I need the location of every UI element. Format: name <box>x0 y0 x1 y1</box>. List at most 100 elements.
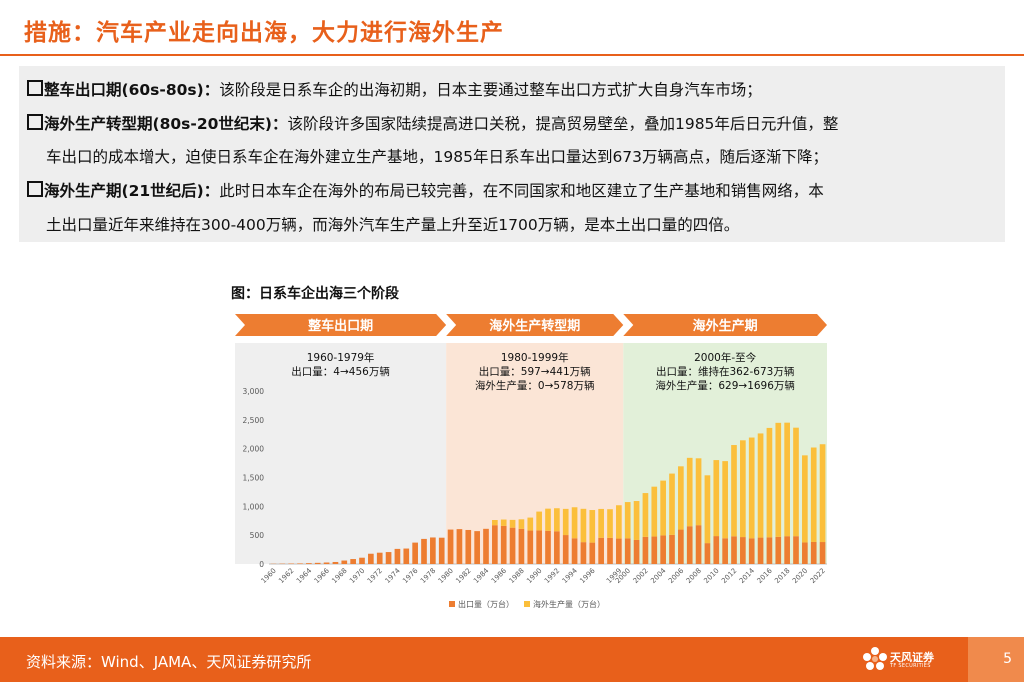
bar-export-2012 <box>731 536 737 564</box>
page-number: 5 <box>1003 651 1012 667</box>
bar-overseas-2007 <box>686 457 693 527</box>
figure-title: 图：日系车企出海三个阶段 <box>231 286 399 302</box>
legend-swatch-export <box>449 601 455 607</box>
checkbox-icon <box>27 80 43 96</box>
bar-export-2000 <box>624 538 631 564</box>
bar-export-1972 <box>376 552 383 564</box>
x-tick-label: 1994 <box>561 566 580 585</box>
bar-export-1980 <box>447 529 454 564</box>
bar-overseas-2017 <box>775 422 782 537</box>
bar-export-2019 <box>793 536 799 564</box>
bar-export-1970 <box>359 557 365 564</box>
bar-export-1996 <box>589 542 596 564</box>
bar-overseas-1985 <box>492 520 498 526</box>
bar-overseas-2020 <box>802 455 808 543</box>
y-tick-label: 500 <box>250 531 265 540</box>
company-logo: 天风证券 TF SECURITIES <box>862 646 962 676</box>
x-tick-label: 2012 <box>720 567 738 585</box>
bar-export-2015 <box>757 537 764 564</box>
bar-overseas-2011 <box>722 461 728 539</box>
phase-years: 1980-1999年 <box>501 351 569 364</box>
bar-export-1988 <box>518 528 525 564</box>
bar-export-2017 <box>775 536 782 564</box>
x-tick-label: 1968 <box>330 567 348 585</box>
x-tick-label: 1966 <box>313 566 332 585</box>
logo-name: 天风证券 <box>890 651 934 664</box>
bar-overseas-2013 <box>740 440 746 538</box>
bar-export-1994 <box>571 538 578 564</box>
phase-label: 整车出口期 <box>307 318 373 334</box>
x-tick-label: 1970 <box>348 567 366 585</box>
bar-overseas-1987 <box>509 519 516 528</box>
bar-export-2002 <box>642 536 649 564</box>
bar-export-1987 <box>509 527 516 564</box>
bar-export-2010 <box>713 536 720 564</box>
bar-export-1968 <box>341 560 348 564</box>
phase-2-text-cont: 车出口的成本增大，迫使日系车企在海外建立生产基地，1985年日系车出口量达到67… <box>46 148 829 166</box>
phase-2-text: 该阶段许多国家陆续提高进口关税，提高贸易壁垒，叠加1985年后日元升值，整 <box>287 115 839 133</box>
bar-overseas-1986 <box>500 519 507 526</box>
bar-export-2009 <box>704 543 711 564</box>
bar-export-2005 <box>669 534 675 564</box>
bar-export-1989 <box>527 530 534 564</box>
phase-export-desc: 出口量：4→456万辆 <box>291 365 390 378</box>
bar-export-2003 <box>651 536 658 564</box>
phase-arrow-banner <box>446 314 624 336</box>
summary-paragraph-3: 海外生产期(21世纪后)：此时日本车企在海外的布局已较完善，在不同国家和地区建立… <box>27 179 824 201</box>
summary-paragraph-1: 整车出口期(60s-80s)：该阶段是日系车企的出海初期，日本主要通过整车出口方… <box>27 78 762 100</box>
bar-export-1978 <box>430 537 436 564</box>
x-tick-label: 2018 <box>773 567 791 585</box>
bar-overseas-2015 <box>757 433 764 538</box>
bar-export-1998 <box>607 537 613 564</box>
y-tick-label: 2,500 <box>243 416 265 425</box>
bar-export-1965 <box>314 562 321 564</box>
bar-overseas-1988 <box>518 519 525 529</box>
x-tick-label: 1988 <box>508 567 526 585</box>
phase-3-text-cont: 土出口量近年来维持在300-400万辆，而海外汽车生产量上升至近1700万辆，是… <box>46 216 740 234</box>
bar-overseas-2016 <box>766 427 773 538</box>
bar-export-1967 <box>332 561 339 564</box>
bar-overseas-2018 <box>784 422 790 537</box>
x-tick-label: 2022 <box>809 567 827 585</box>
bar-overseas-2014 <box>748 437 755 539</box>
bar-export-1982 <box>465 529 472 564</box>
bar-export-1977 <box>421 538 427 564</box>
x-tick-label: 1978 <box>419 567 437 585</box>
y-tick-label: 3,000 <box>243 387 265 396</box>
x-tick-label: 2004 <box>649 566 668 585</box>
bar-overseas-1996 <box>589 510 596 543</box>
page-number-box: 5 <box>968 637 1024 682</box>
phase-3-heading: 海外生产期(21世纪后)： <box>44 182 220 200</box>
bar-export-2001 <box>633 539 640 564</box>
x-tick-label: 1990 <box>525 567 543 585</box>
y-tick-label: 0 <box>259 560 264 569</box>
phase-3-text: 此时日本车企在海外的布局已较完善，在不同国家和地区建立了生产基地和销售网络，本 <box>219 182 824 200</box>
phase-arrow-banner <box>235 314 447 336</box>
bar-export-1979 <box>438 537 445 564</box>
bar-overseas-1995 <box>580 508 587 543</box>
phase-overseas-desc: 海外生产量：0→578万辆 <box>475 379 595 392</box>
footer-band <box>0 637 1024 682</box>
bar-export-2013 <box>740 537 746 564</box>
x-tick-label: 1986 <box>490 566 509 585</box>
bar-export-2008 <box>695 525 702 564</box>
bar-export-1971 <box>368 553 374 564</box>
bar-overseas-1994 <box>571 507 578 539</box>
bar-export-1976 <box>412 542 418 564</box>
bar-overseas-1989 <box>527 517 534 531</box>
bar-overseas-2003 <box>651 486 658 537</box>
bar-export-1973 <box>385 552 392 564</box>
bar-overseas-2006 <box>678 466 684 530</box>
bar-export-2022 <box>819 542 826 564</box>
pinwheel-logo-icon <box>863 647 887 670</box>
legend-label-export: 出口量（万台） <box>458 599 514 609</box>
bar-export-1964 <box>306 563 312 564</box>
x-tick-label: 2020 <box>791 567 809 585</box>
bar-overseas-2022 <box>819 444 826 543</box>
bar-overseas-2000 <box>624 502 631 539</box>
x-tick-label: 1976 <box>401 566 420 585</box>
x-tick-label: 2002 <box>632 567 650 585</box>
bar-export-2011 <box>722 538 728 564</box>
bar-overseas-2008 <box>695 458 702 526</box>
